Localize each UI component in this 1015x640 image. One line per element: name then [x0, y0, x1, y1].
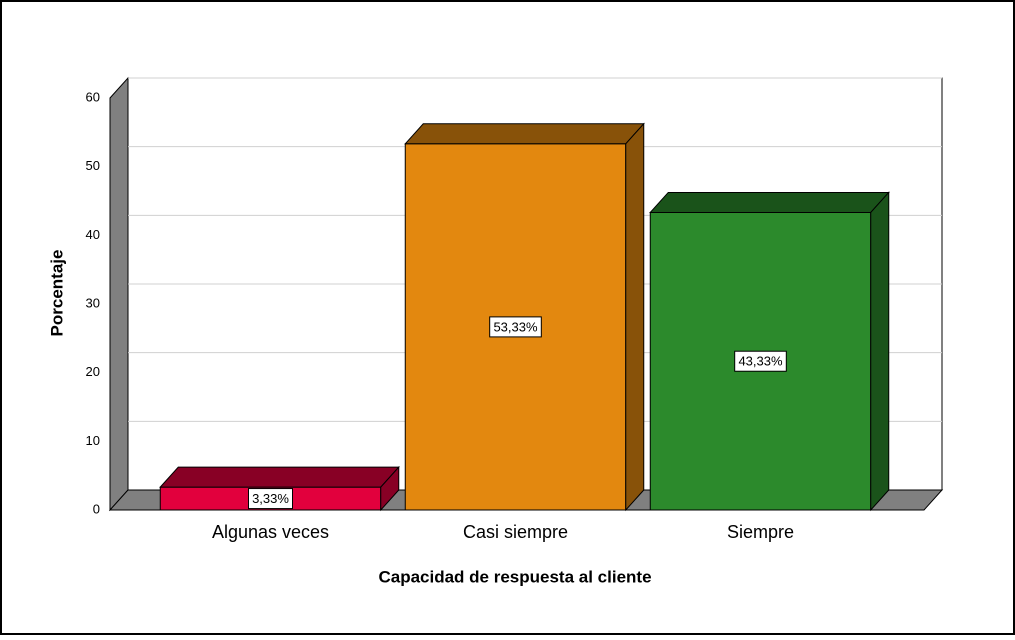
value-label-box [734, 350, 787, 372]
value-label: 53,33% [493, 319, 538, 334]
left-wall [109, 76, 129, 512]
bar-side [870, 191, 890, 512]
value-label-box [248, 488, 293, 510]
x-tick-label: Siempre [727, 522, 794, 542]
y-tick-label: 50 [86, 158, 100, 173]
y-tick-label: 20 [86, 364, 100, 379]
x-tick-label: Casi siempre [463, 522, 568, 542]
y-tick-label: 60 [86, 89, 100, 104]
y-tick-label: 40 [86, 227, 100, 242]
value-label: 3,33% [252, 491, 289, 506]
bar-side [380, 465, 400, 512]
bar-top [649, 191, 890, 213]
y-tick-label: 10 [86, 433, 100, 448]
bar-top [159, 466, 400, 488]
x-tick-label: Algunas veces [212, 522, 329, 542]
bar-top [404, 123, 645, 145]
y-tick-label: 0 [93, 501, 100, 516]
y-tick-label: 30 [86, 295, 100, 310]
value-label: 43,33% [738, 354, 783, 369]
y-axis-title: Porcentaje [47, 250, 66, 337]
x-axis-title: Capacidad de respuesta al cliente [378, 567, 651, 586]
value-label-box [489, 316, 542, 338]
bar-side [625, 122, 645, 512]
